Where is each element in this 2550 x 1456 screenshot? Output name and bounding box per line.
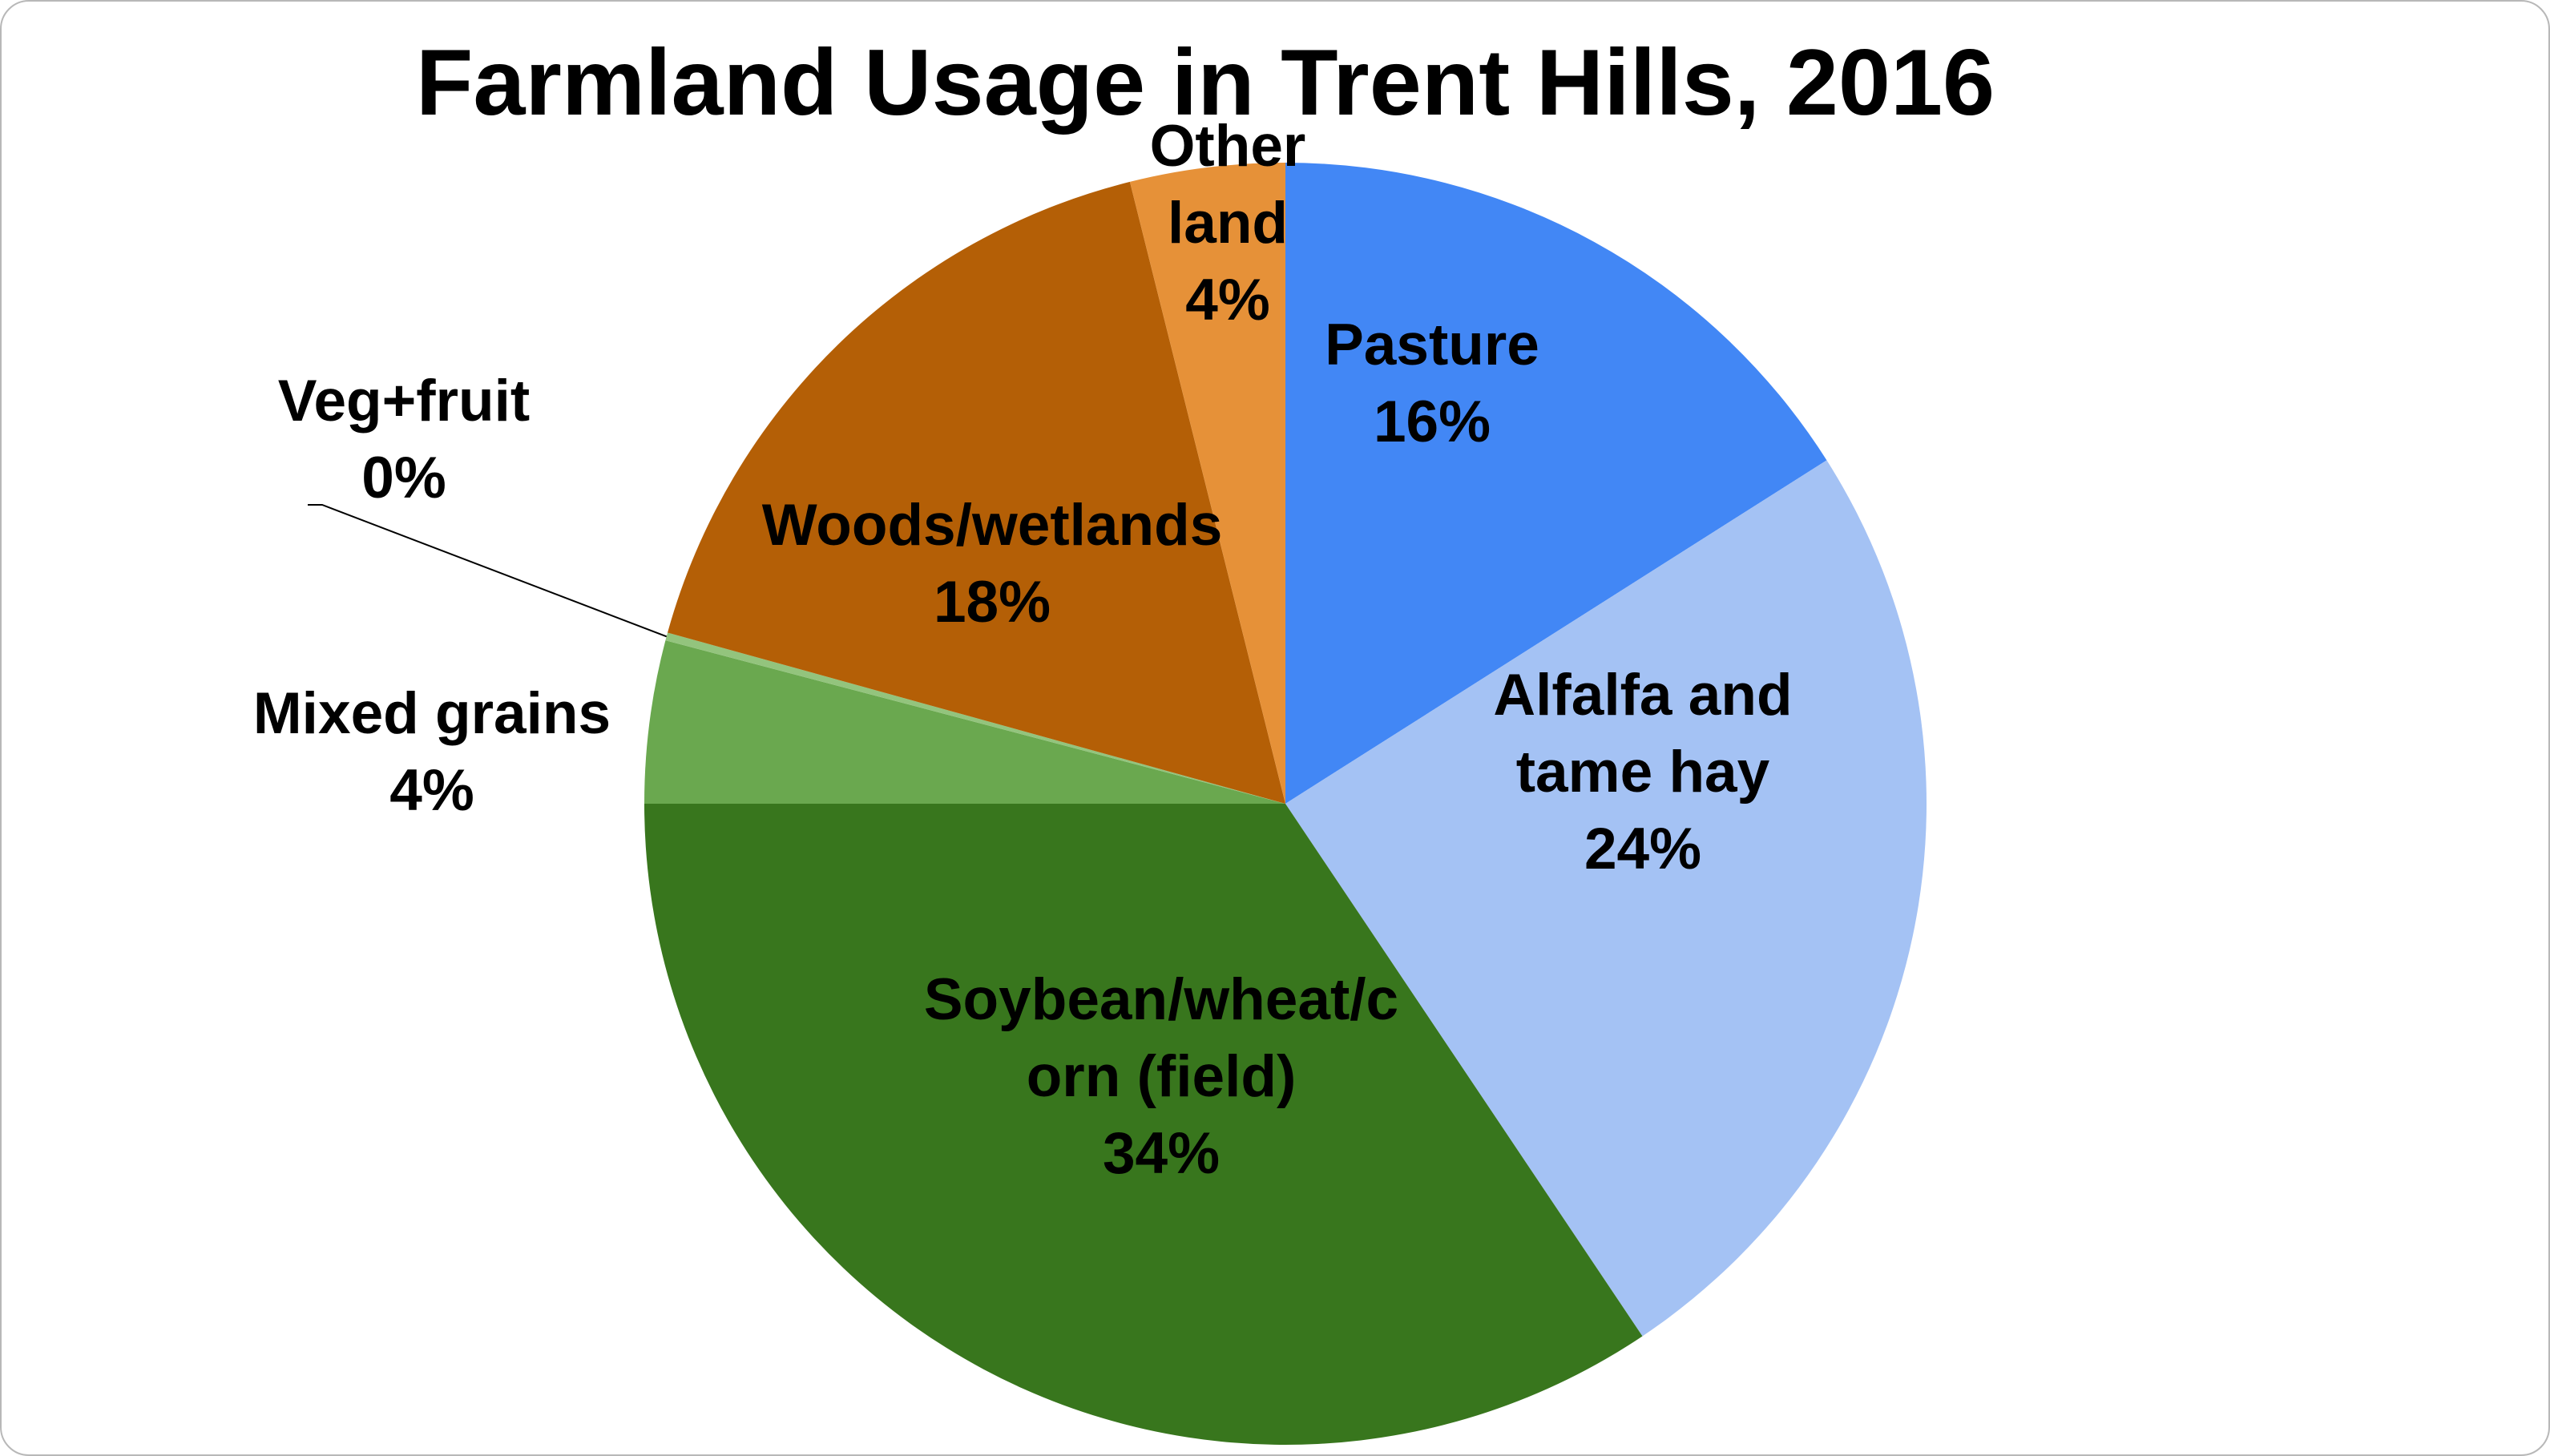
slice-label-1: Alfalfa and tame hay 24% — [1493, 663, 1792, 881]
chart-title: Farmland Usage in Trent Hills, 2016 — [416, 30, 1995, 135]
pie-slice-2 — [644, 804, 1643, 1446]
pie-slice-0 — [1285, 163, 1827, 804]
slice-label-6: Other land 4% — [1150, 114, 1306, 333]
pie-slices — [644, 163, 1927, 1446]
slice-label-3: Mixed grains 4% — [253, 681, 611, 823]
pie-slice-3 — [644, 640, 1285, 804]
pie-slice-4 — [665, 632, 1285, 804]
pie-slice-1 — [1285, 460, 1927, 1337]
leader-lines — [308, 504, 668, 638]
slice-label-4: Veg+fruit 0% — [278, 369, 530, 510]
slice-labels: Pasture 16% Alfalfa and tame hay 24% Soybean/… — [253, 114, 1793, 1186]
pie-slice-5 — [668, 181, 1285, 804]
slice-label-5: Woods/wetlands 18% — [762, 493, 1223, 635]
leader-line-4 — [308, 504, 668, 638]
pie-slice-6 — [1129, 163, 1285, 804]
slice-label-0: Pasture 16% — [1325, 313, 1539, 454]
slice-label-2: Soybean/wheat/c orn (field) 34% — [924, 967, 1398, 1186]
